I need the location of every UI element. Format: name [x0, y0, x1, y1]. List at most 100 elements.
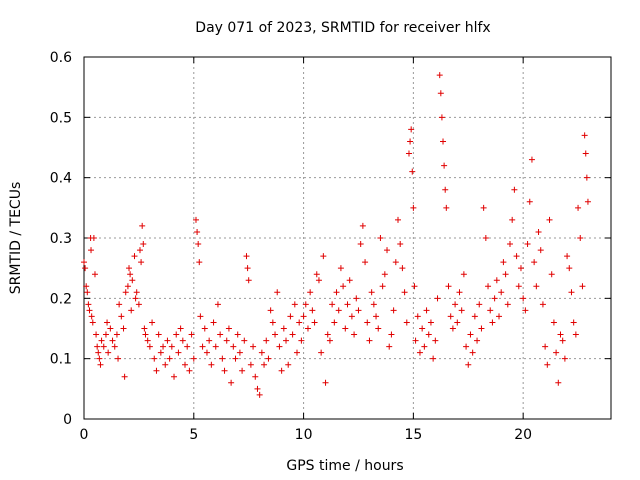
data-point [236, 349, 243, 356]
data-point [311, 319, 318, 326]
data-point [489, 319, 496, 326]
data-point [410, 204, 417, 211]
data-point [283, 337, 290, 344]
data-point [135, 301, 142, 308]
data-point [96, 355, 103, 362]
data-point [88, 313, 95, 320]
y-tick-label: 0 [63, 412, 72, 428]
data-point [513, 253, 520, 260]
data-point [83, 283, 90, 290]
data-point [151, 355, 158, 362]
data-point [577, 235, 584, 241]
data-point [296, 319, 303, 326]
data-point [487, 307, 494, 314]
data-point [287, 313, 294, 320]
data-point [177, 325, 184, 332]
data-point [432, 337, 439, 344]
data-point [539, 301, 546, 308]
data-point [127, 271, 134, 278]
data-point [381, 271, 388, 278]
data-point [498, 289, 505, 296]
data-point [582, 150, 589, 157]
data-point [318, 349, 325, 356]
data-point [548, 271, 555, 278]
data-point [401, 289, 408, 296]
data-point [561, 355, 568, 362]
data-point [221, 367, 228, 374]
data-point [241, 337, 248, 344]
data-point [346, 277, 353, 284]
data-point [351, 331, 358, 338]
data-point [307, 289, 314, 296]
data-point [359, 222, 366, 229]
data-point [520, 295, 527, 302]
data-point [121, 373, 128, 380]
y-tick-label: 0.2 [50, 291, 72, 307]
data-point [162, 361, 169, 368]
data-point [234, 331, 241, 338]
data-point [197, 313, 204, 320]
data-point [511, 186, 518, 193]
data-point [447, 313, 454, 320]
data-point [449, 325, 456, 332]
data-point [390, 307, 397, 314]
x-tick-label: 0 [80, 427, 89, 443]
data-point [267, 307, 274, 314]
data-point [322, 379, 329, 386]
y-tick-label: 0.6 [50, 50, 72, 66]
data-point [430, 355, 437, 362]
data-point [261, 361, 268, 368]
data-point [526, 198, 533, 205]
data-point [335, 307, 342, 314]
data-point [100, 343, 107, 350]
data-point [116, 301, 123, 308]
data-point [201, 325, 208, 332]
data-point [107, 325, 114, 332]
data-point [546, 216, 553, 223]
data-point [95, 349, 102, 356]
data-point [368, 289, 375, 296]
data-point [93, 331, 100, 338]
data-point [353, 295, 360, 302]
data-point [537, 247, 544, 254]
data-point [81, 259, 87, 266]
data-point [434, 295, 441, 302]
data-point [269, 319, 276, 326]
x-tick-label: 10 [295, 427, 313, 443]
data-point [331, 319, 338, 326]
data-point [157, 349, 164, 356]
data-point [379, 283, 386, 290]
data-point [366, 337, 373, 344]
data-point [559, 337, 566, 344]
data-point [340, 283, 347, 290]
data-point [90, 235, 97, 241]
data-point [82, 265, 89, 272]
data-point [194, 228, 201, 235]
data-point [476, 301, 483, 308]
data-point [555, 379, 562, 386]
data-point [160, 343, 167, 350]
data-point [138, 259, 145, 266]
data-point [313, 271, 320, 278]
data-point [276, 343, 283, 350]
data-point [132, 295, 139, 302]
data-point [256, 391, 263, 398]
chart-title: Day 071 of 2023, SRMTID for receiver hlf… [195, 20, 490, 36]
data-point [542, 343, 549, 350]
data-point [572, 331, 579, 338]
data-point [553, 349, 560, 356]
data-point [412, 337, 419, 344]
data-point [263, 337, 270, 344]
data-point [175, 349, 182, 356]
data-point [190, 355, 197, 362]
y-tick-labels: 0 0.1 0.2 0.3 0.4 0.5 0.6 [50, 50, 72, 428]
data-point [88, 247, 95, 254]
data-point [272, 331, 279, 338]
data-point [164, 337, 171, 344]
data-point [362, 259, 369, 266]
data-point [219, 355, 226, 362]
data-point [118, 313, 125, 320]
data-point [98, 337, 105, 344]
data-point [188, 331, 195, 338]
data-point [517, 265, 524, 272]
